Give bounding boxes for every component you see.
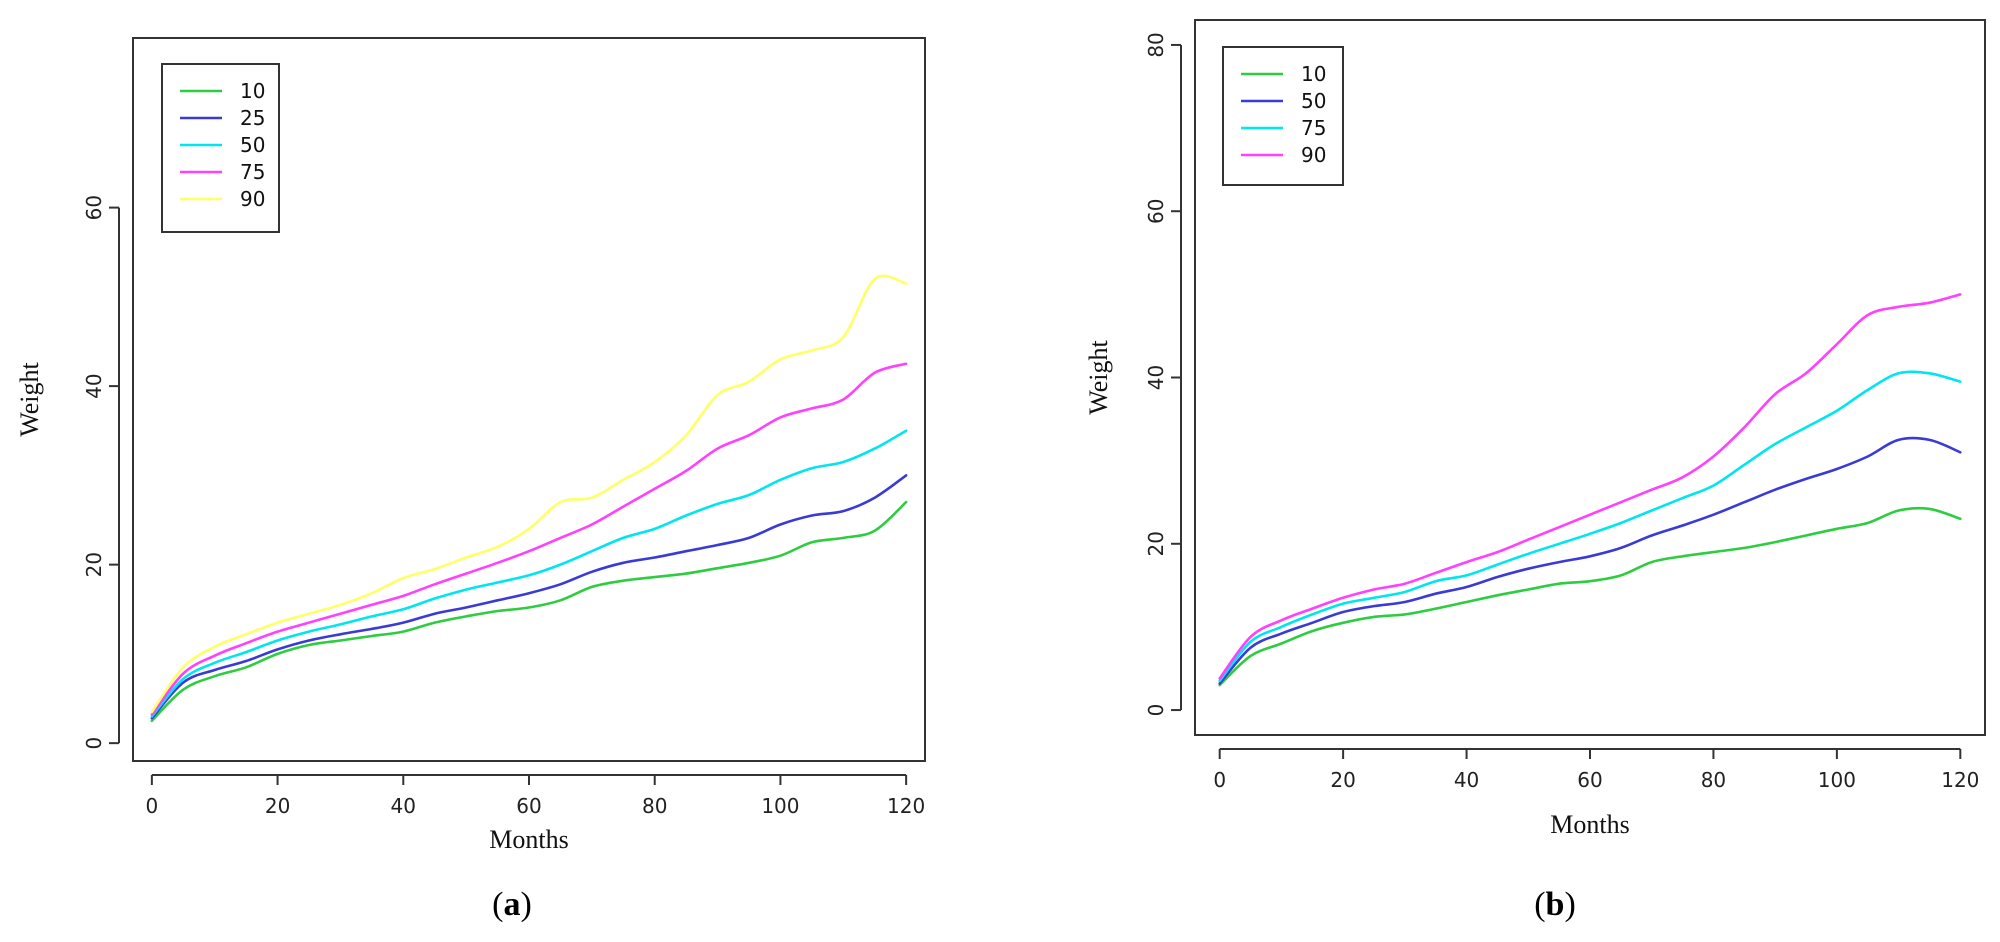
legend-label-75: 75 xyxy=(1301,116,1326,140)
x-tick-label: 120 xyxy=(1941,768,1979,792)
y-tick-label: 40 xyxy=(1144,365,1168,390)
x-tick-label: 120 xyxy=(887,794,925,818)
series-line-10 xyxy=(150,500,908,723)
panel-caption: (b) xyxy=(1534,886,1576,923)
x-tick-label: 40 xyxy=(1454,768,1479,792)
y-tick-label: 80 xyxy=(1144,32,1168,57)
y-axis-title: Weight xyxy=(1084,340,1113,415)
x-axis-title: Months xyxy=(1550,810,1629,839)
panel-caption: (a) xyxy=(492,886,532,923)
plot-frame xyxy=(132,37,926,762)
caption-letter: b xyxy=(1546,886,1565,923)
series-line-10 xyxy=(1218,506,1962,687)
series-line-50 xyxy=(1218,436,1962,685)
x-tick-label: 0 xyxy=(1213,768,1226,792)
x-tick-label: 20 xyxy=(1330,768,1355,792)
caption-close-paren: ) xyxy=(521,886,532,923)
x-tick-label: 20 xyxy=(265,794,290,818)
y-tick-label: 20 xyxy=(1144,531,1168,556)
legend: 10 50 75 90 xyxy=(1222,46,1344,186)
caption-open-paren: ( xyxy=(492,886,503,923)
x-tick-label: 0 xyxy=(145,794,158,818)
y-tick-label: 20 xyxy=(82,552,106,577)
x-tick-label: 100 xyxy=(1818,768,1856,792)
x-tick-label: 40 xyxy=(391,794,416,818)
x-tick-label: 60 xyxy=(516,794,541,818)
y-tick-label: 0 xyxy=(82,737,106,750)
series-line-25 xyxy=(150,474,908,720)
legend-box xyxy=(1222,46,1344,186)
legend-label-10: 10 xyxy=(1301,62,1326,86)
y-tick-label: 60 xyxy=(1144,198,1168,223)
x-tick-label: 80 xyxy=(642,794,667,818)
chart-panel-a: 0 20 40 60 80 100 120 0 20 40 60 Months Weight 10 25 50… xyxy=(15,37,926,923)
series-line-90 xyxy=(150,274,908,714)
legend-label-75: 75 xyxy=(240,160,265,184)
legend: 10 25 50 75 90 xyxy=(161,63,280,233)
legend-label-10: 10 xyxy=(240,79,265,103)
series-line-75 xyxy=(1218,370,1962,683)
caption-close-paren: ) xyxy=(1564,886,1575,923)
y-tick-label: 40 xyxy=(82,373,106,398)
x-axis-title: Months xyxy=(489,825,568,854)
y-axis-title: Weight xyxy=(15,362,44,437)
x-tick-label: 60 xyxy=(1577,768,1602,792)
legend-label-50: 50 xyxy=(240,133,265,157)
legend-label-90: 90 xyxy=(1301,143,1326,167)
chart-panel-b: 0 20 40 60 80 100 120 0 20 40 60 80 Months Weight 10 50… xyxy=(1084,19,1986,923)
plot-frame xyxy=(1194,19,1986,736)
y-tick-label: 60 xyxy=(82,195,106,220)
legend-label-25: 25 xyxy=(240,106,265,130)
series-line-90 xyxy=(1218,293,1962,680)
legend-label-50: 50 xyxy=(1301,89,1326,113)
x-tick-label: 80 xyxy=(1701,768,1726,792)
series-line-75 xyxy=(150,362,908,716)
caption-open-paren: ( xyxy=(1534,886,1545,923)
legend-label-90: 90 xyxy=(240,187,265,211)
y-tick-label: 0 xyxy=(1144,704,1168,717)
series-line-50 xyxy=(150,429,908,718)
x-tick-label: 100 xyxy=(761,794,799,818)
caption-letter: a xyxy=(504,886,521,923)
